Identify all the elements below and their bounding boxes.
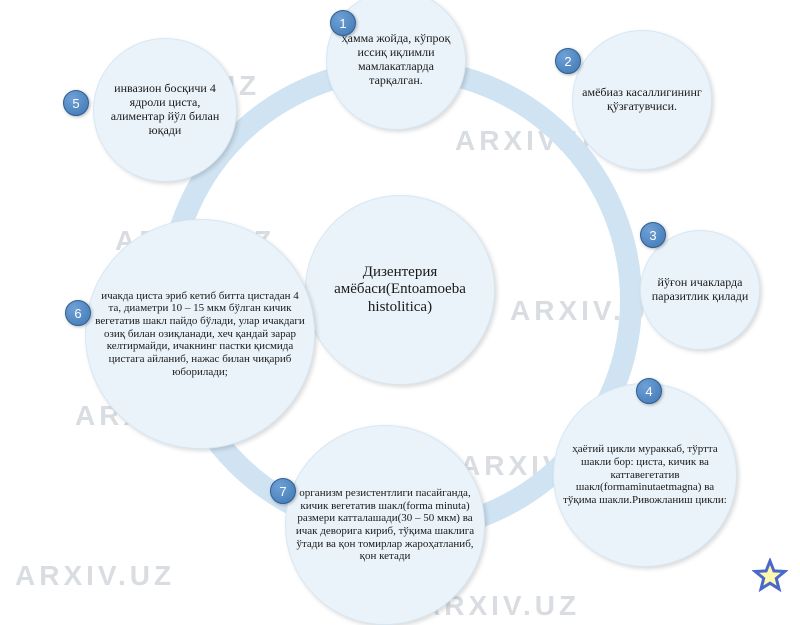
info-node-text: организм резистентлиги пасайганда, кичик…	[294, 487, 476, 563]
info-node-5: инвазион босқичи 4 ядроли циста, алимент…	[93, 38, 237, 182]
center-label: Дизентерия амёбаси(Entoamoeba histolitic…	[314, 264, 486, 316]
info-node-7: организм резистентлиги пасайганда, кичик…	[285, 425, 485, 625]
star-icon	[752, 558, 788, 594]
badge-7: 7	[270, 478, 296, 504]
badge-5: 5	[63, 90, 89, 116]
info-node-4: ҳаётий цикли мураккаб, тўртта шакли бор:…	[553, 383, 737, 567]
info-node-text: амёбиаз касаллигининг қўзғатувчиси.	[581, 86, 703, 114]
info-node-text: йўғон ичакларда паразитлик қилади	[649, 276, 751, 304]
watermark-text: ARXIV.UZ	[15, 560, 175, 592]
info-node-3: йўғон ичакларда паразитлик қилади	[640, 230, 760, 350]
info-node-text: ичакда циста эриб кетиб битта цистадан 4…	[94, 290, 306, 378]
info-node-6: ичакда циста эриб кетиб битта цистадан 4…	[85, 219, 315, 449]
badge-3: 3	[640, 222, 666, 248]
badge-2: 2	[555, 48, 581, 74]
badge-4: 4	[636, 378, 662, 404]
info-node-text: ҳаётий цикли мураккаб, тўртта шакли бор:…	[562, 443, 728, 506]
badge-6: 6	[65, 300, 91, 326]
info-node-2: амёбиаз касаллигининг қўзғатувчиси.	[572, 30, 712, 170]
center-node: Дизентерия амёбаси(Entoamoeba histolitic…	[305, 195, 495, 385]
info-node-text: инвазион босқичи 4 ядроли циста, алимент…	[102, 82, 228, 137]
info-node-text: ҳамма жойда, кўпроқ иссиқ иқлимли мамлак…	[335, 32, 457, 87]
badge-1: 1	[330, 10, 356, 36]
